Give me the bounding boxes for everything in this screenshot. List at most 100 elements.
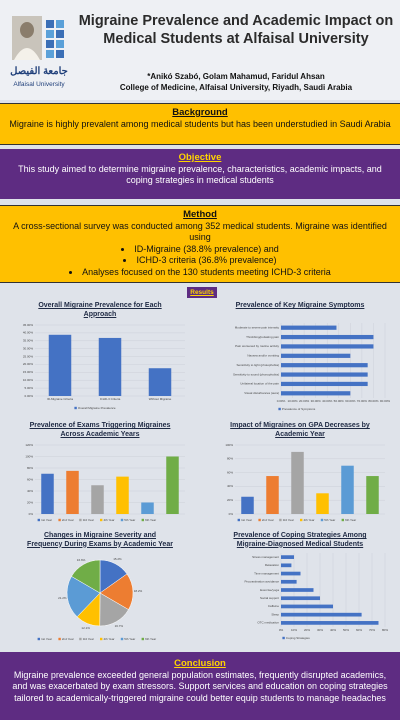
data-label: 15.2% — [113, 557, 122, 561]
section-text: This study aimed to determine migraine p… — [18, 163, 382, 186]
chart: Prevalence of Coping Strategies Among Mi… — [205, 532, 395, 648]
legend-swatch — [120, 637, 124, 641]
bar — [98, 337, 122, 396]
legend-swatch — [74, 406, 77, 410]
y-tick-label: 80% — [27, 466, 33, 470]
y-tick-label: 40.00% — [23, 331, 34, 335]
y-tick-label: OTC medication — [257, 621, 279, 625]
x-tick-label: ID-Migraine Criteria — [47, 397, 73, 401]
y-tick-label: 0% — [29, 512, 34, 516]
y-tick-label: Sensitivity to light (photophobia) — [236, 363, 279, 367]
chart-plot: 0% 20% 40% 60% 80% 100% 120% 1st Year 2nd Year 3r… — [25, 443, 185, 522]
legend-label: 1st Year — [241, 518, 252, 522]
data-label: 16.6% — [77, 558, 86, 562]
x-tick-label: 20.00% — [299, 399, 310, 403]
logo: جامعة الفيصل Alfaisal University — [10, 16, 68, 88]
method-bullet: ID-Migraine (38.8% prevalence) and — [8, 244, 392, 256]
legend-swatch — [141, 518, 144, 522]
chart-title: Prevalence of Key Migraine Symptoms — [235, 302, 365, 309]
section-heading: Background — [172, 107, 228, 118]
logo-square — [46, 40, 54, 48]
legend-swatch — [37, 518, 40, 522]
chart-plot: 0.00% 5.00% 10.00% 15.00% 20.00% 25.00% 30.00%… — [23, 323, 185, 410]
x-tick-label: 60% — [356, 628, 362, 632]
legend-label: Coping Strategies — [286, 636, 310, 640]
x-tick-label: 80.00% — [368, 399, 379, 403]
legend-label: 5th Year — [124, 518, 135, 522]
legend-label: 4th Year — [104, 637, 115, 641]
method-bullet: ICHD-3 criteria (36.8% prevalence) — [8, 255, 392, 267]
x-tick-label: 40% — [330, 628, 336, 632]
bar — [281, 579, 297, 584]
y-tick-label: 10.00% — [23, 378, 34, 382]
method-box: Method A cross-sectional survey was cond… — [0, 205, 400, 283]
y-tick-label: 0.00% — [24, 394, 33, 398]
legend-label: 2nd Year — [62, 518, 74, 522]
bar — [281, 344, 374, 349]
data-label: 16.7% — [115, 624, 124, 628]
y-tick-label: Moderate to severe pain intensity — [235, 325, 280, 329]
bar — [281, 372, 368, 377]
x-tick-label: 30.00% — [311, 399, 322, 403]
bar — [281, 325, 337, 330]
section-text: Migraine prevalence exceeded general pop… — [12, 669, 388, 703]
portrait-head — [20, 22, 34, 38]
legend-label: 2nd Year — [262, 518, 274, 522]
bar — [148, 368, 172, 396]
legend-label: 2nd Year — [62, 637, 74, 641]
bar — [116, 476, 129, 514]
legend-swatch — [58, 518, 61, 522]
bar — [341, 465, 354, 514]
legend-swatch — [100, 518, 103, 522]
legend-label: Overall Migraine Prevalence — [78, 406, 116, 410]
legend-label: 4th Year — [304, 518, 315, 522]
y-tick-label: 100% — [225, 443, 233, 447]
legend-label: 6th Year — [145, 518, 156, 522]
chart: Overall Migraine Prevalence for Each App… — [5, 302, 195, 419]
logo-square — [56, 30, 64, 38]
x-tick-label: 50% — [343, 628, 349, 632]
y-tick-label: Visual disturbances (aura) — [244, 391, 279, 395]
y-tick-label: 20% — [227, 498, 233, 502]
y-tick-label: Exercise/yoga — [260, 588, 279, 592]
chart: Prevalence of Key Migraine Symptoms 0.00%… — [205, 302, 395, 419]
legend-swatch — [258, 518, 261, 522]
data-label: 12.1% — [81, 626, 90, 630]
y-tick-label: 25.00% — [23, 354, 34, 358]
bar — [281, 391, 351, 396]
y-tick-label: 40% — [27, 489, 33, 493]
logo-square — [46, 20, 54, 28]
y-tick-label: 30.00% — [23, 346, 34, 350]
x-tick-label: 70.00% — [357, 399, 368, 403]
conclusion-box: Conclusion Migraine prevalence exceeded … — [0, 652, 400, 720]
bar — [281, 604, 333, 609]
y-tick-label: Social support — [260, 596, 279, 600]
data-label: 21.2% — [58, 596, 67, 600]
x-tick-label: Without Migraine — [149, 397, 172, 401]
legend-label: 3rd Year — [83, 518, 94, 522]
y-tick-label: Sensitivity to sound (phonophobia) — [233, 372, 279, 376]
legend-swatch — [37, 637, 40, 641]
legend-swatch — [341, 518, 344, 522]
y-tick-label: Throbbing/pulsating pain — [246, 335, 279, 339]
bar — [281, 612, 362, 617]
chart-plot: 0% 10% 20% 30% 40% 50% 60% 70% 80% Stress managem… — [244, 553, 388, 640]
section-heading: Conclusion — [174, 658, 226, 669]
poster-title: Migraine Prevalence and Academic Impact … — [78, 13, 394, 47]
bar — [66, 470, 79, 514]
x-tick-label: 10% — [291, 628, 297, 632]
legend-label: 1st Year — [41, 518, 52, 522]
data-label: 18.2% — [134, 589, 143, 593]
logo-square — [46, 30, 54, 38]
bar — [281, 363, 368, 368]
bar — [366, 476, 379, 514]
x-tick-label: 40.00% — [322, 399, 333, 403]
legend-swatch — [100, 637, 103, 641]
chart-title: Prevalence of Exams Triggering Migraines… — [29, 422, 171, 438]
legend-swatch — [282, 636, 285, 640]
y-tick-label: 120% — [25, 443, 33, 447]
y-tick-label: Caffeine — [268, 604, 279, 608]
bar — [241, 496, 254, 514]
bar — [91, 485, 104, 514]
y-tick-label: Procrastination avoidance — [244, 580, 279, 584]
